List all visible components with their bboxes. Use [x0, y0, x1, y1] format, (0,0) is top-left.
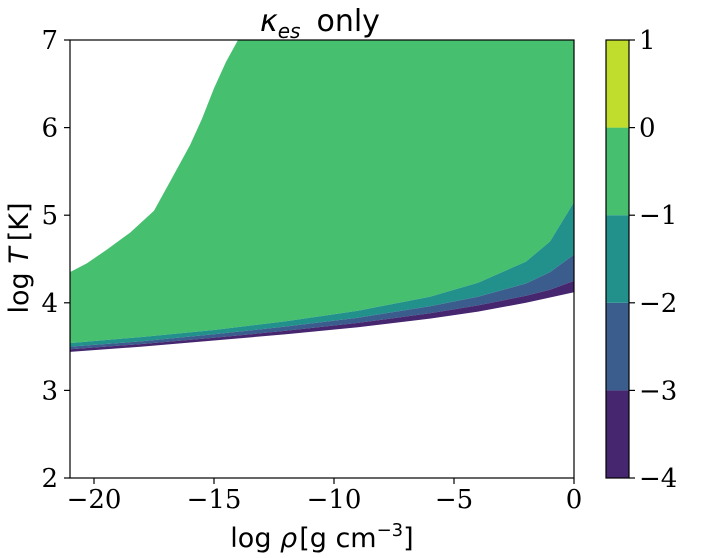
region-level-minus2-to-minus1 — [70, 202, 574, 347]
y-tick-label: 2 — [41, 464, 58, 494]
y-tick-label: 6 — [41, 114, 58, 144]
title-subscript: es — [278, 19, 301, 43]
xlabel-exp: −3 — [377, 520, 404, 541]
ylabel-symbol: T — [4, 245, 35, 264]
xlabel-close: ] — [403, 523, 414, 554]
xlabel-prefix: log — [230, 523, 280, 554]
x-tick-label: −5 — [435, 485, 473, 515]
x-axis-label: log ρ[g cm−3] — [230, 520, 413, 554]
ylabel-prefix: log — [4, 264, 35, 314]
region-level-minus3-to-minus2 — [70, 254, 574, 350]
chart-title: κes only — [260, 4, 380, 43]
x-tick-label: 0 — [566, 485, 583, 515]
plot-area — [70, 40, 574, 352]
y-tick-label: 3 — [41, 376, 58, 406]
colorbar-tick-label: −1 — [639, 201, 677, 231]
x-tick-label: −15 — [187, 485, 242, 515]
y-tick-label: 5 — [41, 201, 58, 231]
colorbar-tick-label: 1 — [639, 26, 656, 56]
colorbar-segment — [606, 40, 629, 128]
y-tick-label: 4 — [41, 289, 58, 319]
xlabel-symbol: ρ — [280, 523, 297, 554]
colorbar-frame — [605, 39, 630, 479]
x-tick-label: −20 — [67, 485, 122, 515]
y-tick-label: 7 — [41, 26, 58, 56]
y-axis-label: log T [K] — [4, 202, 35, 313]
ylabel-unit: [K] — [4, 202, 35, 241]
colorbar-segment — [606, 390, 629, 478]
plot-frame — [69, 39, 575, 479]
colorbar-tick-label: 0 — [639, 114, 656, 144]
title-suffix: only — [316, 4, 379, 39]
colorbar-segment — [606, 302, 629, 391]
colorbar-segment — [606, 127, 629, 216]
title-symbol: κ — [260, 4, 278, 39]
colorbar-tick-label: −4 — [639, 464, 677, 494]
region-level-minus1-to-0 — [70, 40, 574, 344]
y-axis-ticks: 2 3 4 5 6 7 — [41, 26, 70, 494]
colorbar-segment — [606, 215, 629, 303]
colorbar: −4 −3 −2 −1 0 1 — [605, 26, 677, 494]
x-axis-ticks: −20 −15 −10 −5 0 — [67, 478, 583, 515]
xlabel-unit: [g cm — [299, 523, 376, 554]
x-tick-label: −10 — [307, 485, 362, 515]
colorbar-tick-label: −2 — [639, 289, 677, 319]
colorbar-tick-label: −3 — [639, 376, 677, 406]
